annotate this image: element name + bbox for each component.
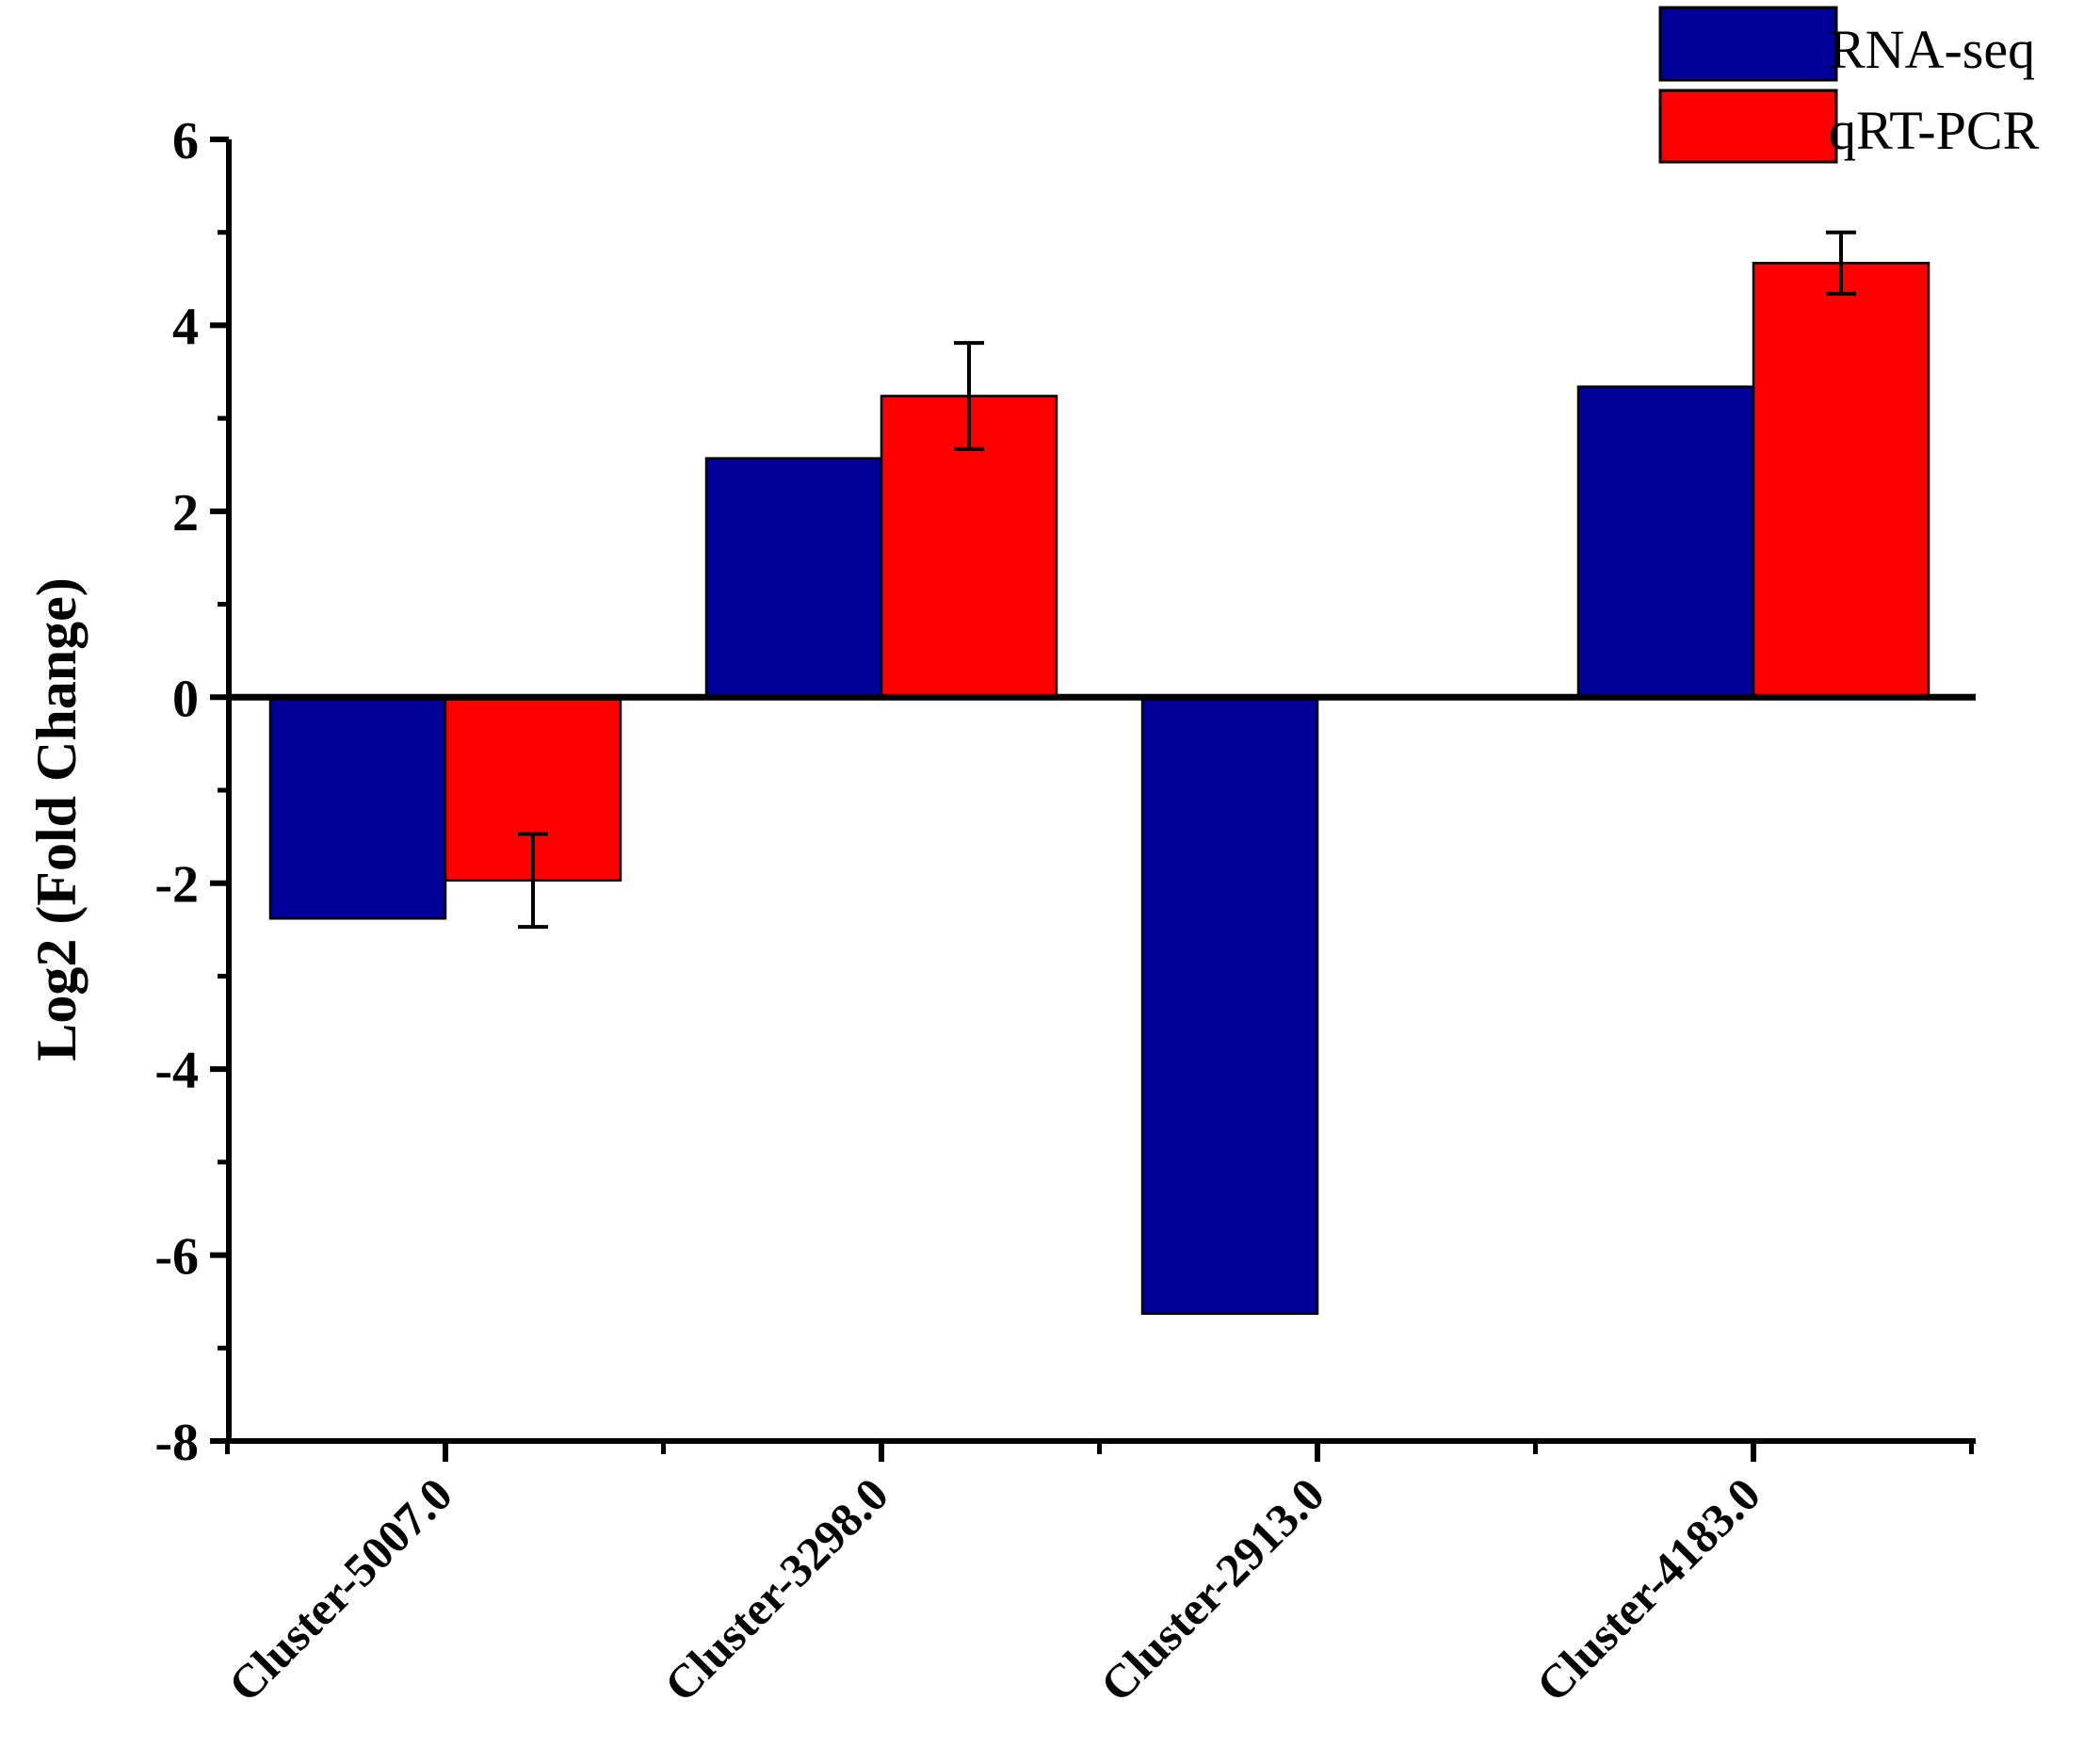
- y-tick-label: -4: [154, 1042, 199, 1100]
- bar-rna-seq-cluster-4183-0: [1576, 385, 1755, 699]
- bar-rna-seq-cluster-5007-0: [268, 696, 447, 920]
- plot-area: -8 -6 -4 -2 0 2 4 6 Cluster-5007.0 Cluster-3298.0…: [154, 112, 1976, 1711]
- y-tick-label: 2: [172, 484, 199, 543]
- x-tick-label: Cluster-5007.0: [218, 1467, 462, 1711]
- bar-rna-seq-cluster-3298-0: [704, 457, 883, 699]
- y-tick-label: 6: [172, 112, 199, 170]
- y-tick-label: -2: [154, 856, 199, 915]
- y-tick-label: 0: [172, 670, 199, 728]
- legend-label-qrt-pcr: qRT-PCR: [1829, 100, 2040, 161]
- y-tick-label: 4: [172, 298, 199, 356]
- y-tick-label: -8: [154, 1414, 199, 1472]
- x-tick-label: Cluster-4183.0: [1527, 1467, 1770, 1711]
- bar-rna-seq-cluster-2913-0: [1140, 696, 1319, 1316]
- y-tick-label: -6: [154, 1228, 199, 1287]
- legend: RNA-seq qRT-PCR: [1658, 6, 2040, 164]
- y-axis-title: Log2 (Fold Change): [25, 577, 88, 1061]
- x-tick-label: Cluster-2913.0: [1090, 1467, 1334, 1711]
- legend-swatch-rna-seq: [1658, 6, 1838, 82]
- x-tick-label: Cluster-3298.0: [654, 1467, 898, 1711]
- legend-label-rna-seq: RNA-seq: [1829, 19, 2035, 80]
- legend-swatch-qrt-pcr: [1658, 89, 1838, 164]
- bar-qrt-pcr-cluster-4183-0: [1752, 262, 1930, 699]
